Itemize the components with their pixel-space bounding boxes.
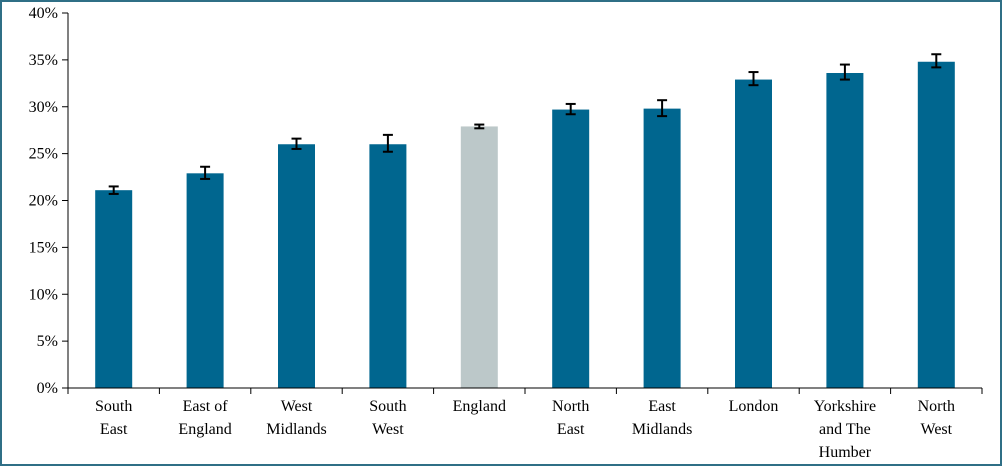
y-tick-label: 15% [29,239,58,256]
x-category-label: and The [819,421,871,438]
x-category-label: Midlands [632,421,692,438]
error-bar-2 [291,137,302,150]
y-tick-label: 20% [29,193,58,210]
x-category-label: England [453,398,506,415]
y-tick-label: 25% [29,146,58,163]
error-bar-7 [748,71,759,87]
bar-1 [186,173,224,388]
x-category-label: Humber [819,444,872,461]
bar-2 [278,144,315,388]
x-category-label: South [369,398,406,415]
y-tick-label: 40% [29,5,58,22]
x-category-label: Yorkshire [814,398,876,415]
x-category-label: East [557,421,585,438]
y-tick-label: 35% [29,52,58,69]
error-bar-0 [108,185,119,195]
bar-6 [643,108,681,388]
x-category-label: East [100,421,128,438]
y-axis: 0% 5% 10% 15% 20% 25% 30% 35% 40% [29,5,69,397]
x-category-label: East of [183,398,229,415]
bar-0 [95,190,133,388]
error-bar-3 [382,133,393,153]
x-category-label: North [552,398,589,415]
error-bars [108,53,942,195]
bar-5 [552,109,590,388]
x-category-label: London [729,398,779,415]
x-category-label: West [372,421,404,438]
x-category-label: England [178,421,231,438]
y-tick-label: 0% [37,380,58,397]
error-bar-4 [474,123,485,130]
x-category-label: South [95,398,132,415]
error-bar-6 [657,99,668,118]
y-tick-label: 5% [37,333,58,350]
y-tick-label: 30% [29,99,58,116]
x-category-label: West [281,398,313,415]
x-category-label: West [921,421,953,438]
bar-7 [735,79,772,388]
y-tick-label: 10% [29,286,58,303]
x-category-label: East [648,398,676,415]
error-bar-8 [839,63,850,81]
error-bar-9 [931,53,942,69]
x-axis: South East East of England West Midlands South… [67,387,983,461]
bar-9 [917,61,955,388]
error-bar-1 [200,165,211,180]
error-bar-5 [565,102,576,116]
bar-8 [826,73,864,388]
bar-4 [460,126,498,388]
bars [95,61,955,388]
x-category-label: North [918,398,955,415]
bar-3 [369,144,407,388]
x-category-label: Midlands [266,421,326,438]
